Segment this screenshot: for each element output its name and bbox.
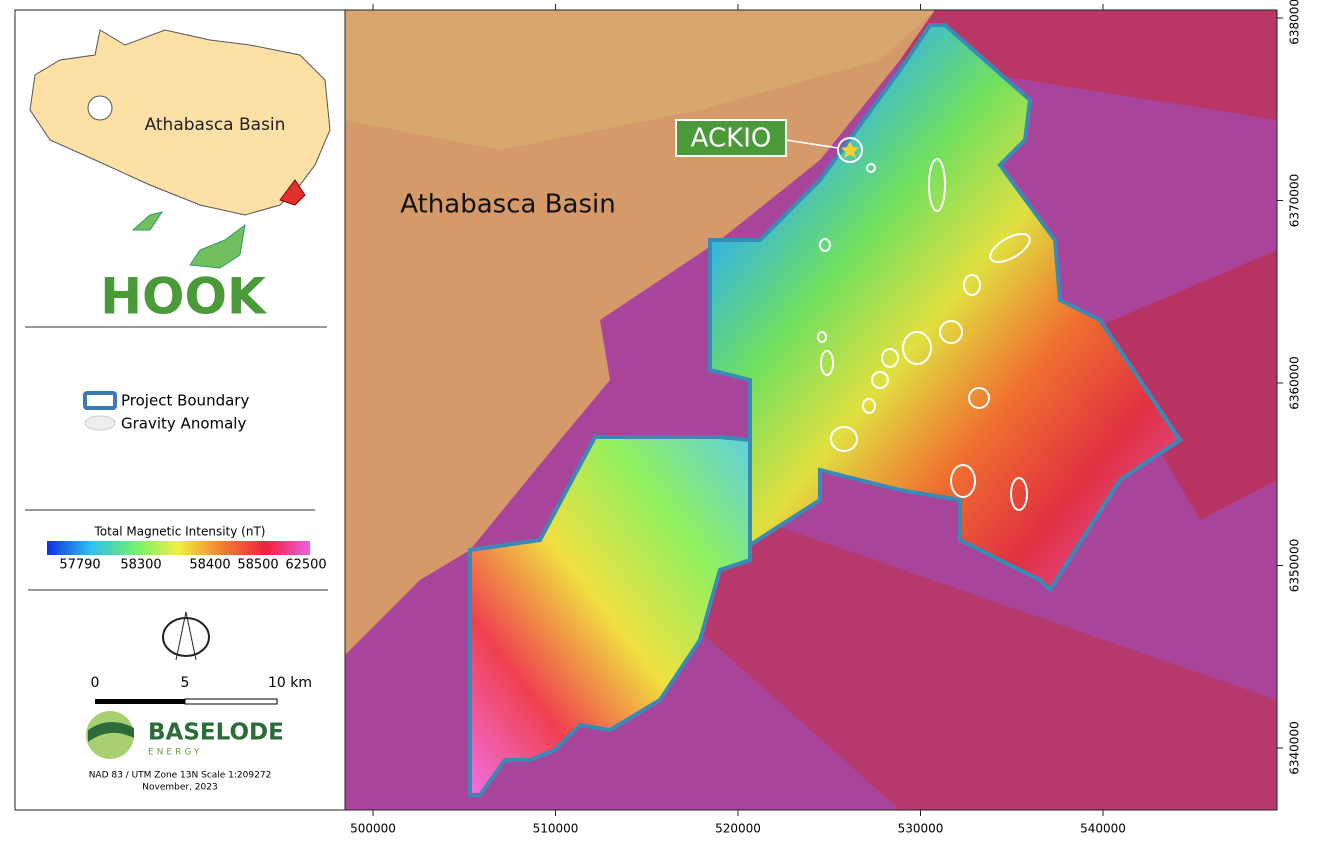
- y-tick-label: 6370000: [1288, 174, 1302, 227]
- project-boundary: [468, 435, 752, 797]
- gravity-anomaly: [950, 464, 976, 498]
- y-tick-label: 6360000: [1288, 356, 1302, 409]
- project-boundary: [708, 23, 1183, 594]
- gravity-anomaly: [866, 163, 876, 173]
- gravity-anomaly: [1010, 477, 1028, 511]
- inset-project: [279, 179, 306, 206]
- gravity-anomaly: [830, 426, 858, 452]
- inset-outlier: [189, 223, 246, 269]
- gravity-anomaly: [902, 331, 932, 365]
- legend-label: Gravity Anomaly: [121, 415, 246, 433]
- gravity-anomaly: [881, 348, 899, 368]
- mag-band: [900, 10, 1277, 120]
- gravity-anomaly: [862, 398, 876, 414]
- deposit-star: [841, 141, 859, 158]
- basin-tone: [345, 10, 935, 150]
- north-arrow: [175, 611, 197, 661]
- deposit-callout: [675, 119, 787, 157]
- gravity-anomaly: [819, 238, 831, 252]
- project-name: HOOK: [100, 268, 268, 326]
- gravity-anomaly: [820, 350, 834, 376]
- colorbar-label: 58400: [189, 558, 230, 573]
- mag-band: [620, 520, 1277, 810]
- colorbar: [47, 541, 310, 555]
- y-tick-label: 6340000: [1288, 721, 1302, 774]
- colorbar-label: 58500: [237, 558, 278, 573]
- callout-line: [785, 139, 839, 149]
- map-frame: ACKIO Athabasca Basin: [345, 10, 1277, 810]
- inset-outlier: [131, 211, 164, 231]
- scale-label: 5: [181, 675, 190, 691]
- colorbar-label: 58300: [120, 558, 161, 573]
- scale-label: 0: [91, 675, 100, 691]
- projection: NAD 83 / UTM Zone 13N Scale 1:209272: [89, 771, 272, 781]
- basin-label: Athabasca Basin: [400, 190, 615, 220]
- gravity-anomaly: [968, 387, 990, 409]
- inset-lake: [87, 95, 113, 121]
- colorbar-title: Total Magnetic Intensity (nT): [94, 525, 266, 539]
- date: November, 2023: [142, 783, 217, 793]
- mag-band: [1090, 250, 1277, 520]
- y-tick-label: 6380000: [1288, 0, 1302, 45]
- x-tick-label: 520000: [715, 822, 761, 836]
- x-tick-label: 530000: [898, 822, 944, 836]
- colorbar-label: 62500: [285, 558, 326, 573]
- logo-mark: [88, 721, 134, 742]
- north-arrow: [162, 617, 210, 657]
- inset-label: Athabasca Basin: [145, 115, 286, 135]
- gravity-anomaly: [817, 331, 827, 343]
- gravity-anomaly: [963, 274, 981, 296]
- x-tick-label: 540000: [1080, 822, 1126, 836]
- gravity-anomaly: [871, 371, 889, 389]
- legend-boundary-swatch: [83, 391, 117, 410]
- logo-name: BASELODE: [148, 720, 284, 746]
- athabasca-basin: [345, 10, 935, 655]
- gravity-anomaly: [989, 233, 1031, 263]
- scale-label: 10 km: [268, 675, 312, 691]
- gravity-anomaly: [939, 320, 963, 344]
- gravity-anomaly: [928, 158, 946, 212]
- x-tick-label: 510000: [533, 822, 579, 836]
- legend-anomaly-swatch: [84, 415, 116, 431]
- scale-bar: [95, 699, 185, 704]
- scale-bar: [184, 698, 278, 705]
- y-tick-label: 6350000: [1288, 539, 1302, 592]
- map-border: [344, 9, 1278, 811]
- logo-mark: [86, 711, 134, 759]
- x-tick-label: 500000: [350, 822, 396, 836]
- deposit-label: ACKIO: [691, 124, 772, 154]
- legend-label: Project Boundary: [121, 392, 249, 410]
- deposit-ring: [837, 137, 863, 163]
- colorbar-label: 57790: [59, 558, 100, 573]
- logo-sub: ENERGY: [148, 748, 202, 758]
- inset-basin: [29, 29, 331, 216]
